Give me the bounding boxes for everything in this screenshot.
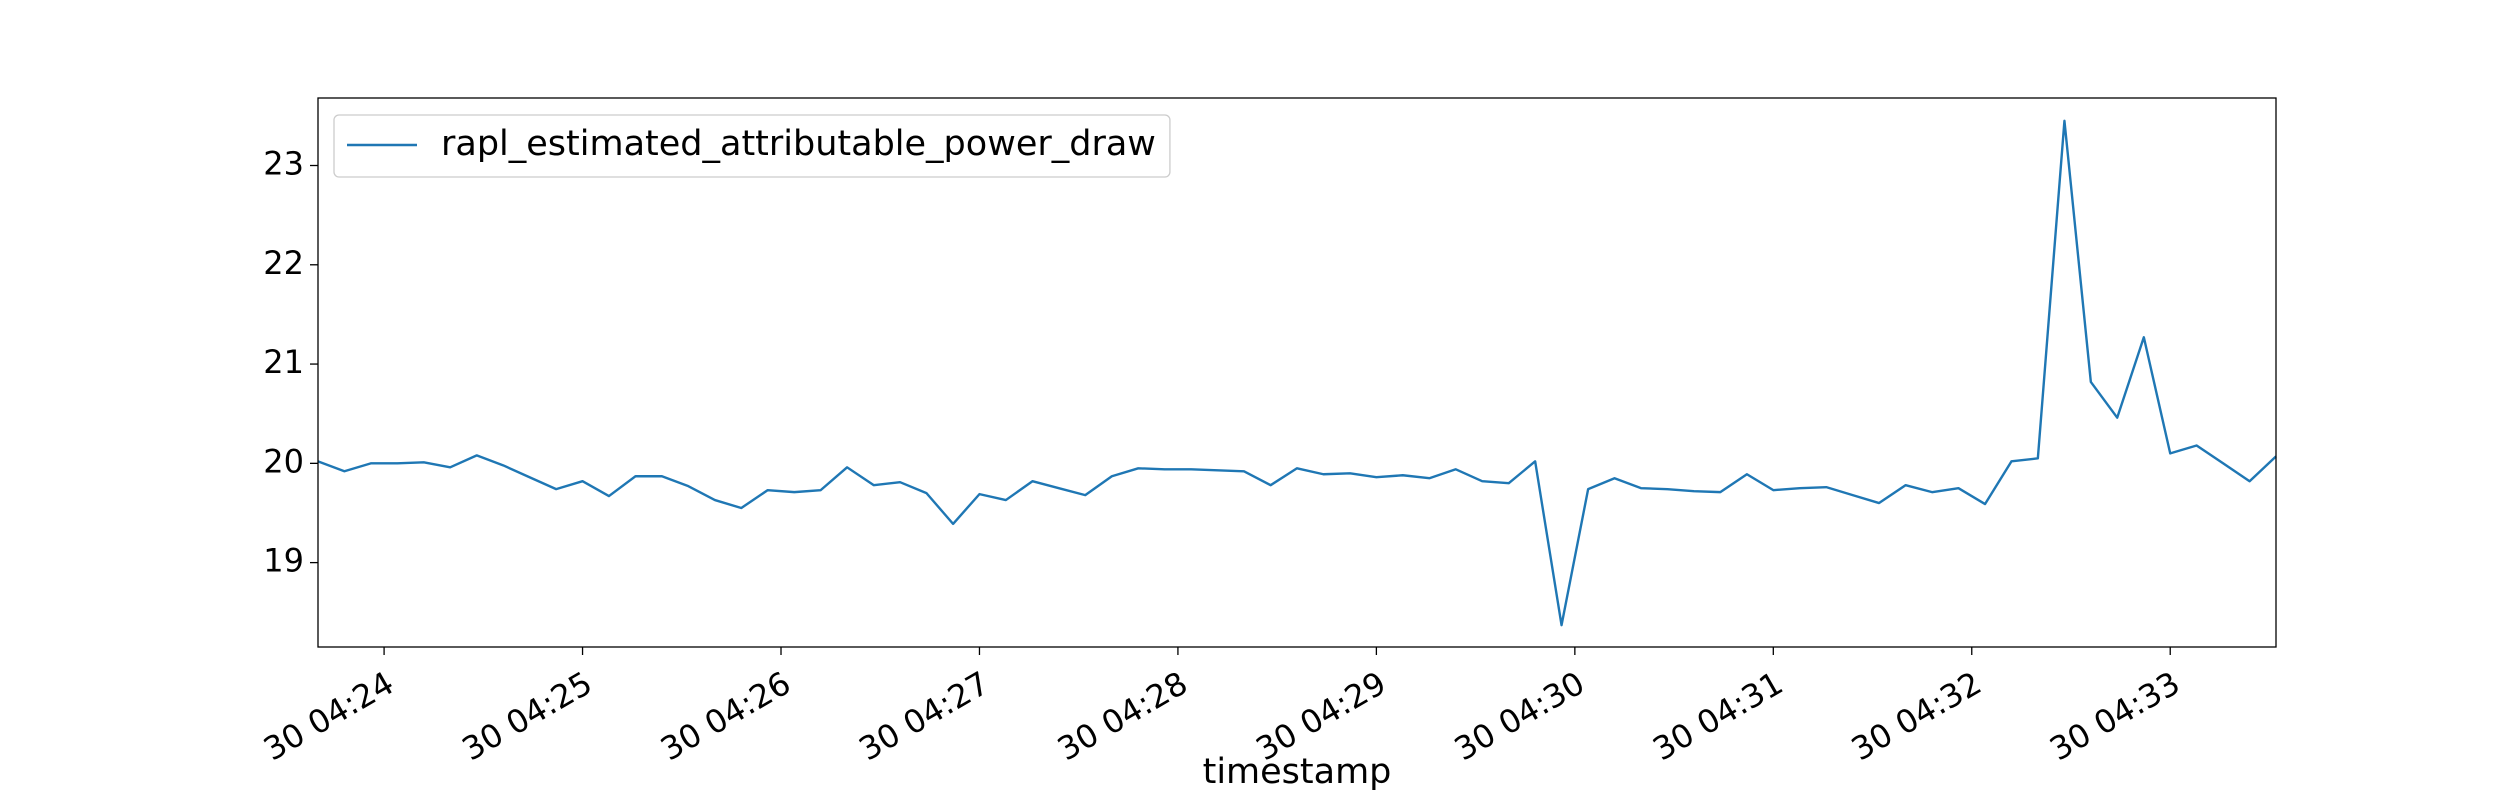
y-tick-label: 21 [263, 343, 304, 381]
x-tick-label: 30 04:24 [257, 664, 400, 768]
x-tick-label: 30 04:32 [1845, 664, 1988, 768]
data-line [317, 119, 2277, 627]
x-axis-label: timestamp [1203, 752, 1392, 792]
x-tick-label: 30 04:31 [1646, 664, 1789, 768]
x-tick-label: 30 04:26 [654, 664, 797, 768]
x-tick-label: 30 04:25 [456, 664, 599, 768]
y-tick-label: 22 [263, 244, 304, 282]
x-tick-label: 30 04:28 [1051, 664, 1194, 768]
legend-box [333, 114, 1171, 178]
x-tick-label: 30 04:30 [1448, 664, 1591, 768]
x-tick-label: 30 04:33 [2043, 664, 2186, 768]
y-tick-label: 23 [263, 145, 304, 183]
y-tick-label: 19 [263, 542, 304, 580]
legend-label: rapl_estimated_attributable_power_draw [441, 124, 1156, 164]
plot-frame [317, 97, 2277, 648]
y-tick-label: 20 [263, 442, 304, 480]
x-tick-label: 30 04:27 [853, 664, 996, 768]
